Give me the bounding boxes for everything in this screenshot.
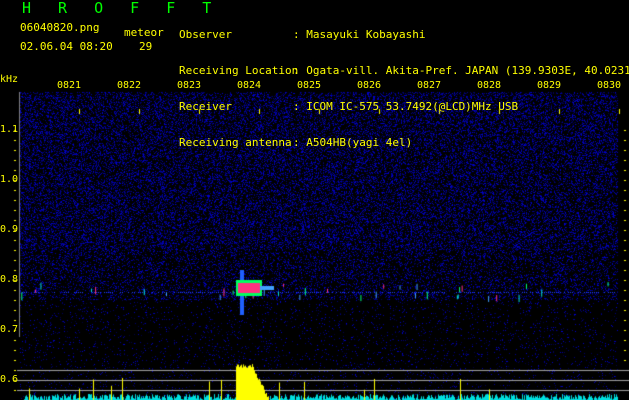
time-label: 0828: [477, 80, 502, 91]
app-title: H R O F F T: [22, 0, 221, 17]
freq-label: 1.0: [0, 174, 19, 185]
meteor-count: 29: [139, 40, 153, 53]
observer-label: Observer: [179, 28, 232, 41]
freq-label: 0.7: [0, 324, 19, 335]
freq-label: 1.1: [0, 124, 19, 135]
receiver-label: Receiver: [179, 100, 232, 113]
freq-unit: kHz: [0, 74, 19, 85]
location-label: Receiving Location: [179, 64, 299, 77]
time-label: 0822: [117, 80, 142, 91]
time-label: 0823: [177, 80, 202, 91]
info-values: : Masayuki Kobayashi : Ogata-vill. Akita…: [293, 5, 629, 173]
info-labels: Observer Receiving Location Receiver Rec…: [179, 5, 298, 173]
freq-label: 0.9: [0, 224, 19, 235]
time-label: 0825: [297, 80, 322, 91]
freq-label: 0.8: [0, 274, 19, 285]
time-label: 0824: [237, 80, 262, 91]
freq-label: 0.6: [0, 374, 19, 385]
datetime: 02.06.04 08:20: [20, 40, 113, 53]
time-label: 0821: [57, 80, 82, 91]
receiver-value: : ICOM IC-575 53.7492(@LCD)MHz USB: [293, 100, 519, 113]
observer-value: : Masayuki Kobayashi: [293, 28, 426, 41]
time-label: 0830: [597, 80, 622, 91]
time-label: 0829: [537, 80, 562, 91]
time-label: 0827: [417, 80, 442, 91]
file-name: 06040820.png: [20, 21, 100, 34]
time-label: 0826: [357, 80, 382, 91]
location-value: : Ogata-vill. Akita-Pref. JAPAN (139.930…: [293, 64, 629, 77]
meteor-label: meteor: [124, 26, 164, 39]
antenna-label: Receiving antenna: [179, 136, 292, 149]
antenna-value: : A504HB(yagi 4el): [293, 136, 413, 149]
